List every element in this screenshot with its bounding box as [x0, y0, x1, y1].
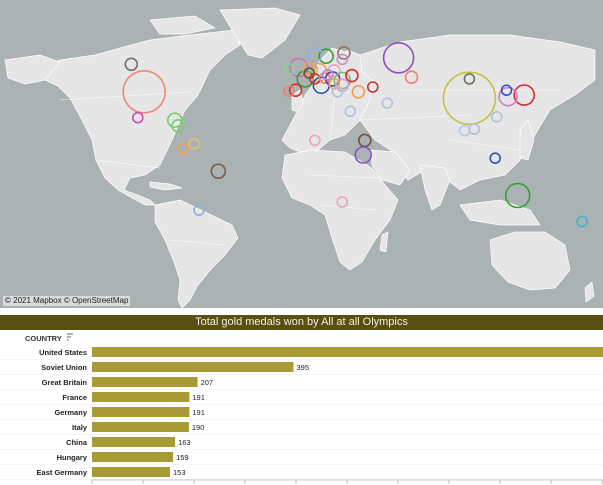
bar-value-label: 207	[201, 378, 214, 387]
indian-subcontinent	[419, 164, 451, 211]
country-label: Great Britain	[42, 378, 88, 387]
bar-italy[interactable]	[92, 422, 189, 432]
marker-austria[interactable]	[318, 72, 331, 84]
country-label: Hungary	[57, 453, 88, 462]
bar-value-label: 191	[192, 408, 205, 417]
marker-japan[interactable]	[513, 84, 536, 106]
marker-south-africa[interactable]	[336, 196, 349, 208]
southeast-asia-islands	[459, 199, 541, 226]
marker-brazil[interactable]	[210, 163, 227, 179]
marker-finland[interactable]	[337, 46, 351, 60]
marker-ireland[interactable]	[283, 63, 295, 75]
chart-title: Total gold medals won by All at all Olym…	[0, 315, 603, 330]
country-label: East Germany	[37, 468, 88, 477]
bar-great-britain[interactable]	[92, 377, 198, 387]
country-label: Italy	[72, 423, 88, 432]
bar-value-label: 191	[192, 393, 205, 402]
marker-kazakhstan[interactable]	[404, 70, 419, 84]
arabian-peninsula	[369, 149, 411, 186]
bar-germany[interactable]	[92, 407, 190, 417]
marker-egypt[interactable]	[344, 105, 357, 118]
south-america-landmass	[154, 199, 239, 308]
country-label: Germany	[54, 408, 87, 417]
marker-poland[interactable]	[327, 64, 342, 78]
arctic-islands	[149, 15, 216, 35]
country-label: United States	[39, 348, 87, 357]
country-header-label: COUNTRY	[25, 334, 62, 343]
section-divider	[0, 308, 603, 315]
bar-china[interactable]	[92, 437, 176, 447]
marker-china[interactable]	[442, 71, 497, 126]
marker-indonesia[interactable]	[489, 152, 502, 164]
marker-sweden[interactable]	[318, 48, 334, 65]
marker-soviet-union[interactable]	[382, 41, 415, 74]
new-zealand-islands	[584, 281, 595, 303]
country-column-header[interactable]: COUNTRY	[0, 332, 90, 344]
marker-ukraine[interactable]	[345, 68, 359, 83]
madagascar	[379, 231, 389, 253]
marker-colombia[interactable]	[177, 142, 189, 155]
marker-australia[interactable]	[504, 182, 531, 209]
marker-iran[interactable]	[381, 97, 394, 109]
map-attribution[interactable]: © 2021 Mapbox © OpenStreetMap	[3, 296, 131, 306]
marker-portugal[interactable]	[283, 85, 295, 97]
marker-turkey[interactable]	[351, 85, 366, 99]
bar-value-label: 190	[192, 423, 205, 432]
bar-france[interactable]	[92, 392, 190, 402]
sort-icon[interactable]	[67, 333, 73, 341]
marker-canada[interactable]	[124, 57, 139, 72]
bar-value-label: 163	[178, 438, 191, 447]
marker-germany[interactable]	[308, 62, 328, 83]
country-label: Soviet Union	[41, 363, 87, 372]
marker-jamaica[interactable]	[171, 119, 185, 133]
marker-taiwan[interactable]	[490, 111, 503, 123]
north-america-landmass	[39, 29, 241, 206]
medal-markers[interactable]	[122, 41, 588, 228]
marker-new-zealand[interactable]	[576, 215, 588, 228]
marker-romania[interactable]	[333, 71, 352, 90]
marker-spain[interactable]	[288, 83, 303, 97]
greenland	[219, 7, 301, 59]
marker-greece[interactable]	[331, 86, 344, 98]
marker-vietnam[interactable]	[468, 123, 481, 135]
marker-north-korea[interactable]	[500, 84, 513, 96]
alaska	[4, 54, 61, 85]
marker-estonia[interactable]	[336, 53, 349, 66]
marker-united-states[interactable]	[122, 70, 166, 114]
marker-mongolia[interactable]	[463, 73, 476, 85]
world-map[interactable]: © 2021 Mapbox © OpenStreetMap	[0, 0, 603, 308]
marker-georgia[interactable]	[366, 81, 379, 93]
bar-value-label: 153	[173, 468, 186, 477]
marker-czechoslovakia[interactable]	[321, 69, 334, 81]
marker-mexico[interactable]	[132, 111, 144, 124]
bar-value-label: 395	[297, 363, 310, 372]
bar-soviet-union[interactable]	[92, 362, 294, 372]
marker-great-britain[interactable]	[288, 57, 309, 78]
japan-islands	[519, 119, 535, 161]
marker-venezuela[interactable]	[188, 137, 200, 150]
marker-south-korea[interactable]	[498, 86, 518, 107]
bar-united-states[interactable]	[92, 347, 603, 357]
land-layer	[4, 7, 596, 308]
bar-hungary[interactable]	[92, 452, 174, 462]
australia-landmass	[489, 231, 571, 291]
map-canvas[interactable]	[0, 0, 603, 308]
marker-nigeria[interactable]	[309, 134, 321, 147]
country-label: China	[66, 438, 88, 447]
bar-value-label: 159	[176, 453, 189, 462]
bar-east-germany[interactable]	[92, 467, 170, 477]
marker-kenya[interactable]	[354, 146, 373, 164]
cuba-island	[149, 181, 183, 191]
marker-norway[interactable]	[307, 46, 323, 63]
marker-argentina[interactable]	[193, 204, 205, 216]
country-label: France	[62, 393, 87, 402]
